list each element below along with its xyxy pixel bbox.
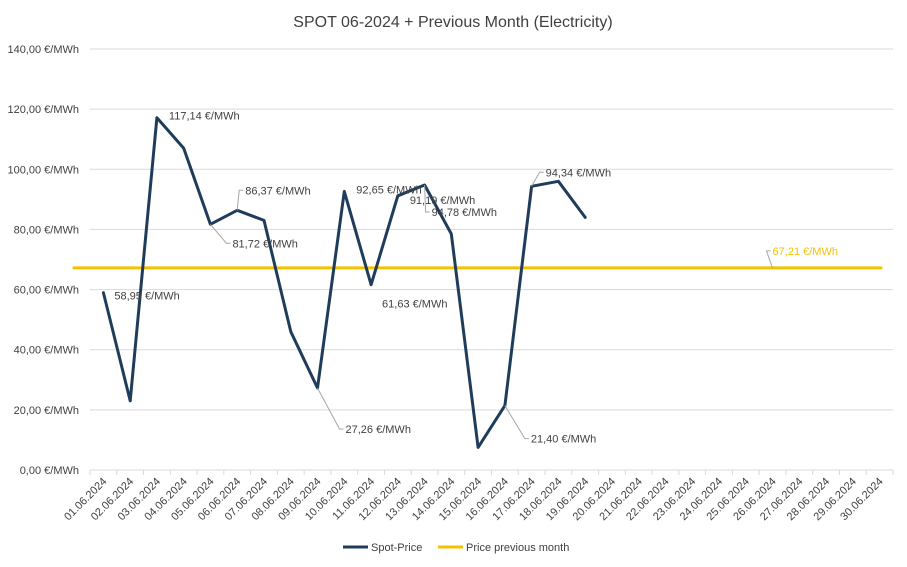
y-tick-label: 80,00 €/MWh (14, 224, 79, 236)
y-tick-label: 140,00 €/MWh (7, 44, 79, 56)
data-label-leader (765, 250, 773, 269)
data-label: 91,19 €/MWh (410, 195, 475, 207)
y-tick-label: 60,00 €/MWh (14, 285, 79, 297)
data-label-leader (210, 223, 231, 244)
data-label: 61,63 €/MWh (382, 299, 447, 311)
legend-label-previous-month: Price previous month (466, 542, 569, 554)
data-label-leader (236, 189, 244, 211)
data-label: 67,21 €/MWh (773, 246, 838, 258)
y-tick-label: 40,00 €/MWh (14, 345, 79, 357)
spot-price-line (101, 116, 587, 449)
y-tick-label: 120,00 €/MWh (7, 104, 79, 116)
data-label-leader (317, 387, 344, 430)
legend-label-spot-price: Spot-Price (371, 542, 422, 554)
data-label: 94,34 €/MWh (546, 167, 611, 179)
data-label: 21,40 €/MWh (531, 434, 596, 446)
data-label: 86,37 €/MWh (245, 185, 310, 197)
data-label: 117,14 €/MWh (169, 111, 240, 123)
data-label-leader (424, 184, 430, 213)
data-label: 81,72 €/MWh (232, 238, 297, 250)
y-tick-label: 100,00 €/MWh (7, 164, 79, 176)
data-label: 94,78 €/MWh (432, 207, 497, 219)
data-label: 27,26 €/MWh (346, 424, 411, 436)
y-tick-label: 0,00 €/MWh (20, 465, 79, 477)
data-label-leader (504, 405, 529, 440)
data-label: 92,65 €/MWh (356, 184, 421, 196)
chart-title: SPOT 06-2024 + Previous Month (Electrici… (293, 14, 612, 31)
y-tick-label: 20,00 €/MWh (14, 405, 79, 417)
data-label: 58,95 €/MWh (114, 291, 179, 303)
data-label-leader (531, 171, 544, 187)
